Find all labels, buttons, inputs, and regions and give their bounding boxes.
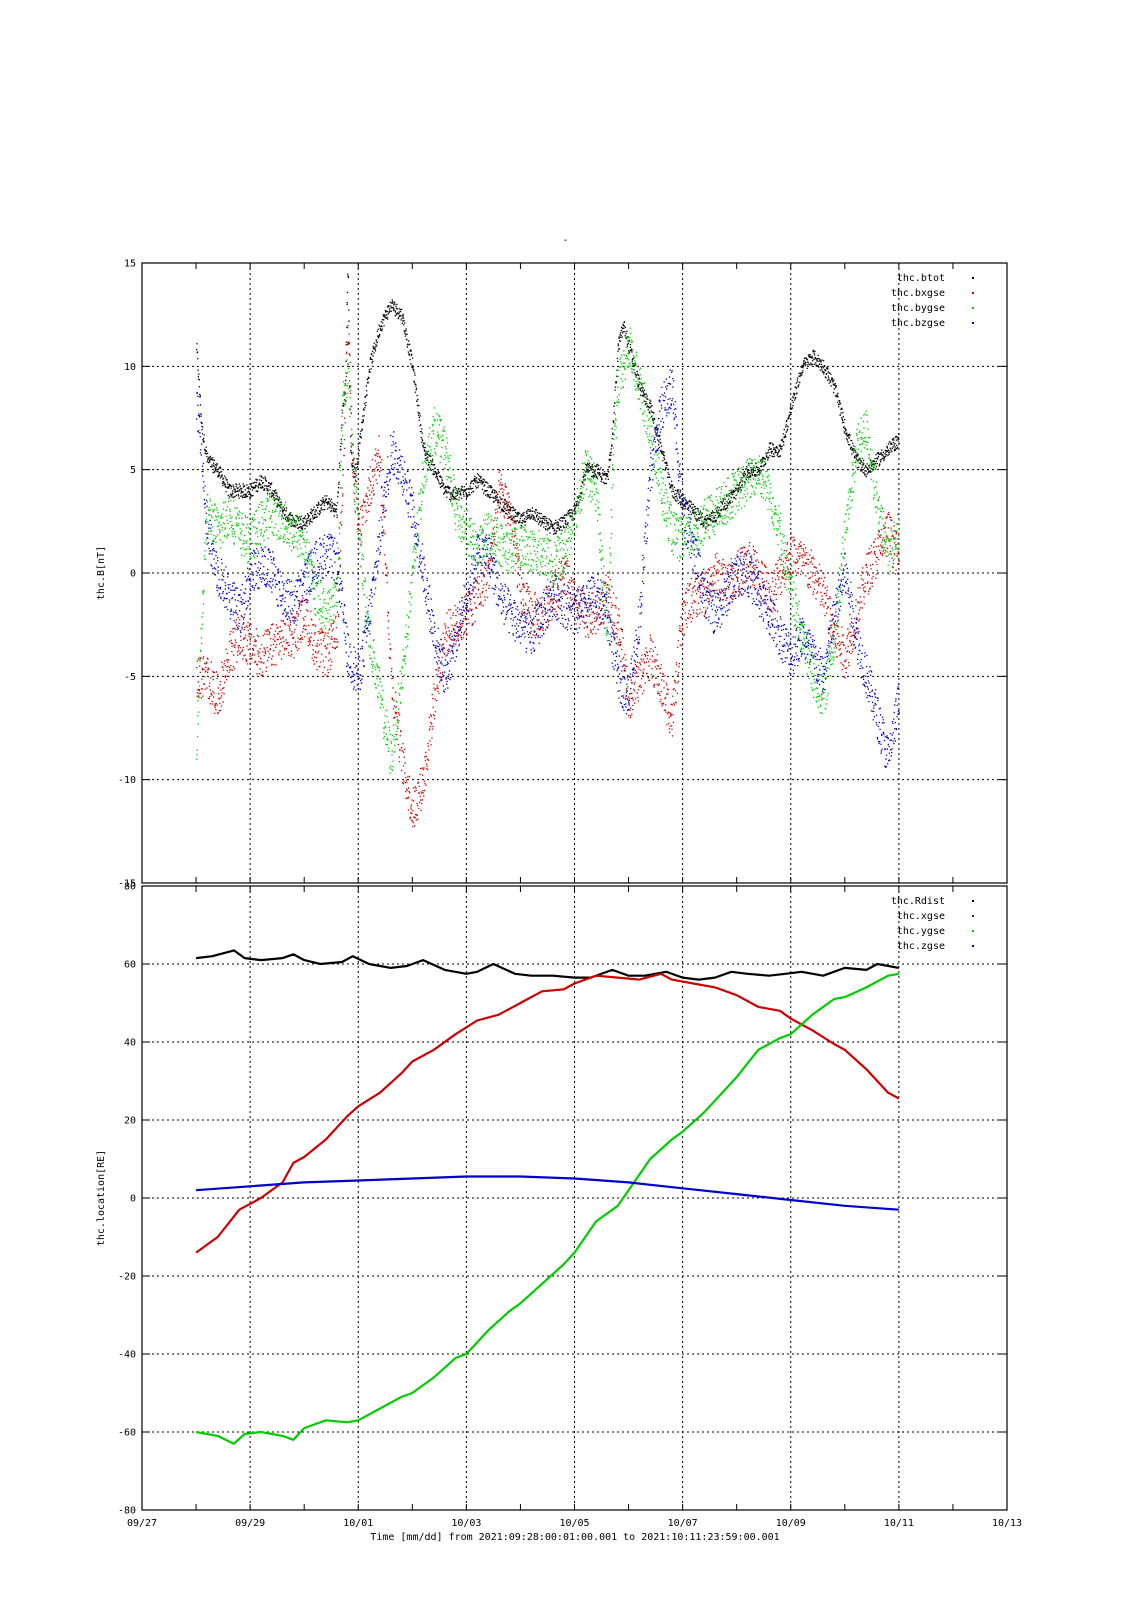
legend-swatch-thc.bxgse — [972, 292, 974, 294]
xtick-label: 10/09 — [776, 1518, 806, 1529]
field-ytick-label: -10 — [118, 775, 136, 786]
location-ytick-label: 80 — [124, 882, 136, 893]
legend-entry-thc.zgse: thc.zgse — [897, 941, 945, 952]
magnetic-field-panel: -15 -10 -5 0 5 10 15 thc.B[nT] thc.btot thc.bxgse… — [96, 259, 1008, 890]
legend-entry-thc.ygse: thc.ygse — [897, 926, 945, 937]
location-ytick-label: -60 — [118, 1428, 136, 1439]
legend-entry-thc.xgse: thc.xgse — [897, 911, 945, 922]
legend-swatch-thc.Rdist — [972, 900, 974, 902]
field-series-thc.bygse — [196, 327, 900, 774]
location-ytick-label: 0 — [130, 1194, 136, 1205]
location-series-thc.zgse — [196, 1175, 899, 1211]
legend-swatch-thc.btot — [972, 277, 974, 279]
xtick-label: 10/11 — [884, 1518, 914, 1529]
location-frame — [141, 885, 1008, 1511]
field-ytick-label: 5 — [130, 465, 136, 476]
location-line-thc.xgse — [195, 972, 900, 1254]
xtick-label: 09/29 — [235, 1518, 265, 1529]
field-points-thc.bygse — [196, 327, 900, 774]
legend-swatch-thc.zgse — [972, 945, 974, 947]
location-ytick-label: 40 — [124, 1038, 136, 1049]
field-ylabel: thc.B[nT] — [96, 546, 107, 600]
legend-swatch-thc.bygse — [972, 307, 974, 309]
x-axis-label: Time [mm/dd] from 2021:09:28:00:01:00.00… — [370, 1532, 779, 1543]
field-series-thc.btot — [196, 273, 900, 535]
field-ytick-label: 10 — [124, 362, 136, 373]
legend-entry-thc.Rdist: thc.Rdist — [891, 896, 945, 907]
location-panel: -80 -60 -40 -20 0 20 40 60 80 thc.location[RE] thc… — [96, 882, 1022, 1544]
xtick-label: 10/03 — [451, 1518, 481, 1529]
xtick-label: 10/13 — [992, 1518, 1022, 1529]
location-ytick-label: -80 — [118, 1506, 136, 1517]
legend-swatch-thc.xgse — [972, 915, 974, 917]
field-ytick-label: -15 — [118, 879, 136, 890]
xtick-label: 10/05 — [559, 1518, 589, 1529]
field-series-thc.bzgse — [196, 369, 901, 768]
field-ytick-label: -5 — [124, 672, 136, 683]
xtick-label: 10/07 — [668, 1518, 698, 1529]
location-ytick-label: -40 — [118, 1350, 136, 1361]
legend-swatch-thc.ygse — [972, 930, 974, 932]
legend-entry-thc.btot: thc.btot — [897, 273, 945, 284]
xtick-label: 09/27 — [127, 1518, 157, 1529]
legend-swatch-thc.bzgse — [972, 322, 974, 324]
legend-entry-thc.bygse: thc.bygse — [891, 303, 945, 314]
field-ytick-label: 0 — [130, 569, 136, 580]
field-points-thc.btot — [196, 273, 900, 535]
location-ytick-label: 20 — [124, 1116, 136, 1127]
location-series-thc.xgse — [195, 972, 900, 1254]
legend-entry-thc.bxgse: thc.bxgse — [891, 288, 945, 299]
page-title: - — [562, 235, 568, 246]
location-line-thc.ygse — [195, 972, 900, 1445]
xtick-label: 10/01 — [343, 1518, 373, 1529]
field-frame — [141, 262, 1008, 884]
location-ytick-label: -20 — [118, 1272, 136, 1283]
field-ytick-label: 15 — [124, 259, 136, 270]
location-line-thc.Rdist — [195, 949, 900, 981]
legend-entry-thc.bzgse: thc.bzgse — [891, 318, 945, 329]
location-line-thc.zgse — [196, 1175, 899, 1211]
location-series-thc.ygse — [195, 972, 900, 1445]
location-series-thc.Rdist — [195, 949, 900, 981]
location-ytick-label: 60 — [124, 960, 136, 971]
field-points-thc.bzgse — [196, 369, 901, 768]
location-ylabel: thc.location[RE] — [96, 1150, 107, 1246]
